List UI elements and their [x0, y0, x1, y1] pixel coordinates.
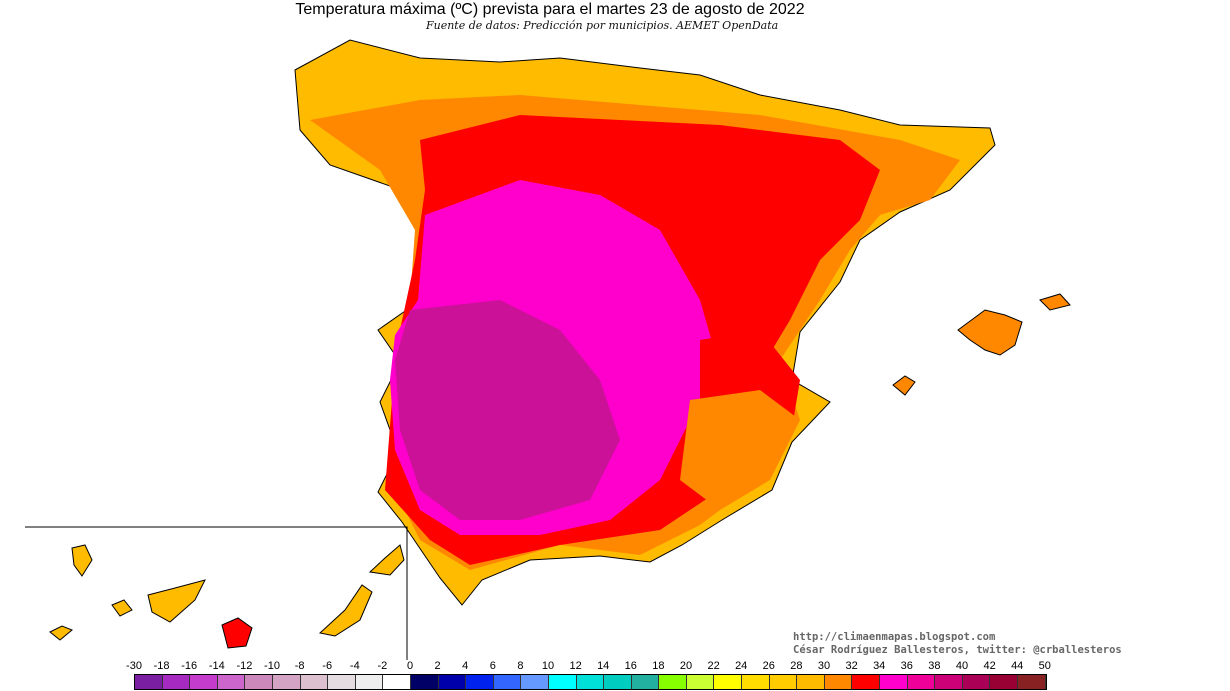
legend-swatch: [907, 675, 936, 689]
legend-tick-label: 8: [517, 660, 524, 672]
legend-tick-label: -6: [322, 660, 333, 672]
map-title: Temperatura máxima (ºC) prevista para el…: [295, 1, 805, 18]
legend-tick-label: 32: [845, 660, 858, 672]
ibiza: [892, 375, 916, 396]
legend-swatch: [686, 675, 715, 689]
legend-swatch: [659, 675, 687, 689]
lanzarote: [368, 544, 405, 576]
legend-tick-label: -14: [208, 660, 225, 672]
legend-swatch: [548, 675, 577, 689]
legend-tick-label: 36: [900, 660, 913, 672]
credit-author: César Rodríguez Ballesteros, twitter: @c…: [793, 644, 1122, 656]
dark-magenta-zone: [395, 300, 620, 520]
la-gomera: [111, 599, 133, 617]
legend-swatch: [162, 675, 191, 689]
menorca: [1039, 293, 1071, 311]
legend-tick-label: -18: [153, 660, 170, 672]
legend-swatch: [1018, 675, 1046, 689]
legend-tick-label: -16: [181, 660, 198, 672]
legend-tick-label: 20: [679, 660, 693, 672]
legend-swatch: [217, 675, 246, 689]
legend-tick-label: 22: [707, 660, 720, 672]
legend-tick-label: 34: [873, 660, 886, 672]
legend-swatch: [824, 675, 853, 689]
legend-swatch: [631, 675, 660, 689]
map-subtitle: Fuente de datos: Predicción por municipi…: [426, 19, 779, 32]
legend-tick-label: 18: [652, 660, 665, 672]
legend-swatch: [355, 675, 384, 689]
legend-swatch: [962, 675, 991, 689]
legend-swatch: [521, 675, 549, 689]
legend-swatch: [852, 675, 881, 689]
legend-tick-label: 0: [406, 660, 414, 672]
legend-tick-label: -30: [126, 660, 142, 672]
fuerteventura: [318, 584, 373, 637]
legend-tick-label: 6: [489, 660, 496, 672]
legend-tick-label: 4: [462, 660, 469, 672]
legend-swatch: [466, 675, 494, 689]
legend-tick-label: 2: [434, 660, 441, 672]
legend-swatch: [438, 675, 467, 689]
el-hierro: [49, 625, 73, 641]
legend-swatch: [990, 675, 1018, 689]
credit-url[interactable]: http://climaenmapas.blogspot.com: [793, 631, 996, 643]
legend-swatch: [300, 675, 329, 689]
legend-swatch: [769, 675, 798, 689]
legend-swatch: [272, 675, 301, 689]
canary-inset-border: [25, 526, 408, 660]
legend-tick-label: 16: [624, 660, 637, 672]
legend-tick-label: 24: [735, 660, 748, 672]
legend-tick-label: 50: [1038, 660, 1051, 672]
legend-swatch: [742, 675, 770, 689]
orange-southeast-zone: [680, 390, 800, 510]
legend-tick-label: 30: [817, 660, 831, 672]
legend-tick-label: -12: [236, 660, 253, 672]
mallorca: [957, 309, 1023, 356]
legend-swatch: [190, 675, 218, 689]
tenerife: [147, 579, 206, 623]
legend-swatch: [576, 675, 605, 689]
legend-tick-label: -4: [349, 660, 360, 672]
legend-tick-label: 10: [541, 660, 555, 672]
la-palma: [71, 544, 93, 577]
legend-swatch: [604, 675, 632, 689]
legend-tick-label: -8: [294, 660, 305, 672]
legend-tick-label: 12: [569, 660, 582, 672]
legend-swatch: [410, 675, 439, 689]
legend-tick-label: -10: [264, 660, 280, 672]
gran-canaria: [221, 617, 253, 649]
legend-tick-label: 40: [955, 660, 969, 672]
legend-tick-label: -2: [377, 660, 388, 672]
legend-swatch: [880, 675, 908, 689]
legend-swatch: [714, 675, 743, 689]
legend-swatch: [328, 675, 356, 689]
balearic-islands: [892, 293, 1071, 396]
legend-tick-label: 42: [983, 660, 996, 672]
legend-swatch: [935, 675, 963, 689]
legend-swatch: [797, 675, 825, 689]
legend-tick-label: 14: [597, 660, 610, 672]
legend-swatch: [135, 675, 163, 689]
legend-swatch: [383, 675, 411, 689]
color-legend-bar: [134, 674, 1047, 690]
legend-tick-label: 28: [790, 660, 803, 672]
legend-swatch: [493, 675, 522, 689]
legend-tick-label: 38: [928, 660, 941, 672]
legend-swatch: [245, 675, 273, 689]
legend-tick-labels: -30 -18 -16 -14 -12 -10 -8 -6 -4 -2 0 2 4 6 8 10 12 14 16 1…: [0, 660, 1230, 674]
legend-tick-label: 44: [1011, 660, 1024, 672]
canary-islands: [49, 544, 405, 649]
legend-tick-label: 26: [762, 660, 775, 672]
